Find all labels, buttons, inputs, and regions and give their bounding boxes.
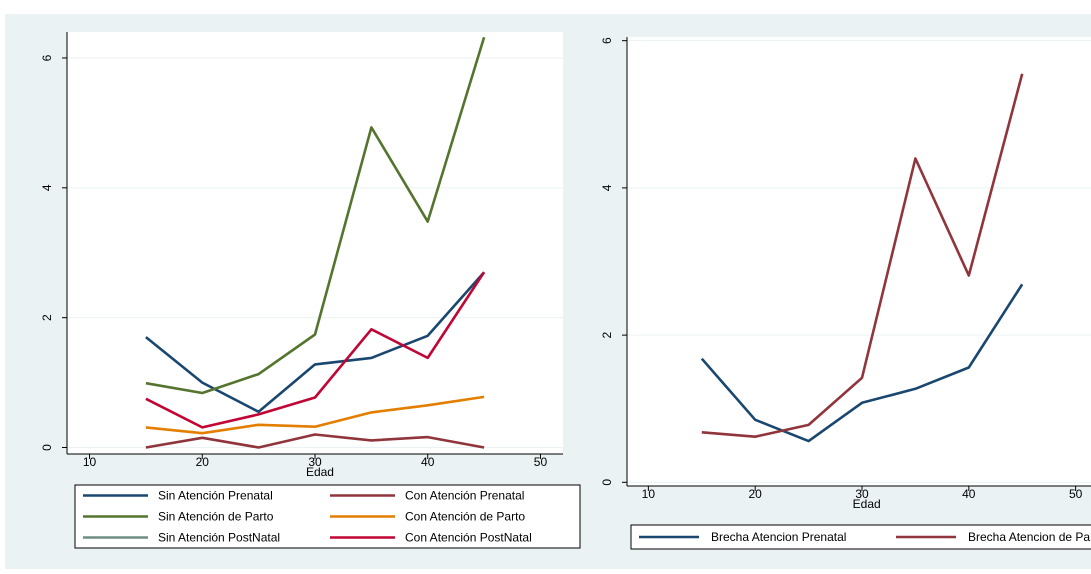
legend-label: Brecha Atencion Prenatal [711,530,846,544]
x-tick-label: 30 [855,487,869,501]
x-tick-label: 10 [83,455,97,469]
x-tick-label: 40 [421,455,435,469]
legend-label: Brecha Atencion de Parto [968,530,1091,544]
y-tick-label: 6 [40,54,54,61]
y-tick-label: 0 [600,479,614,486]
x-tick-label: 30 [308,455,322,469]
series-line [701,73,1024,439]
y-tick-label: 6 [600,37,614,44]
series-line [145,271,486,414]
y-tick-label: 4 [40,184,54,191]
x-tick-label: 50 [534,455,548,469]
legend-label: Con Atención de Parto [405,510,525,524]
y-tick-label: 2 [600,331,614,338]
legend-label: Sin Atención PostNatal [158,531,280,545]
chart-2: 0 2 4 6 10 20 30 40 50 Edad Brecha Atencion Prenat… [600,37,1091,550]
series-line [145,433,485,449]
x-tick-label: 50 [1069,487,1083,501]
legend-label: Sin Atención Prenatal [158,489,273,503]
y-tick-label: 0 [40,444,54,451]
x-axis-title: Edad [853,497,881,511]
plot-area [627,37,1091,486]
y-tick-label: 2 [40,314,54,321]
legend-label: Con Atención Prenatal [405,489,524,503]
legend-box [630,524,1091,550]
chart-1: 0 2 4 6 10 20 30 40 50 Edad Sin Atención Prenatal C… [40,32,581,549]
x-tick-label: 10 [642,487,656,501]
x-tick-label: 20 [196,455,210,469]
legend-label: Sin Atención de Parto [158,510,274,524]
legend-box [74,484,581,549]
series-line [700,283,1024,443]
series-line [145,395,485,435]
y-tick-label: 4 [600,184,614,191]
x-axis-title: Edad [306,465,334,479]
series-line [145,36,486,395]
x-tick-label: 20 [749,487,763,501]
series-line [145,271,486,429]
legend-label: Con Atención PostNatal [405,531,532,545]
x-tick-label: 40 [962,487,976,501]
plot-area [67,32,563,454]
